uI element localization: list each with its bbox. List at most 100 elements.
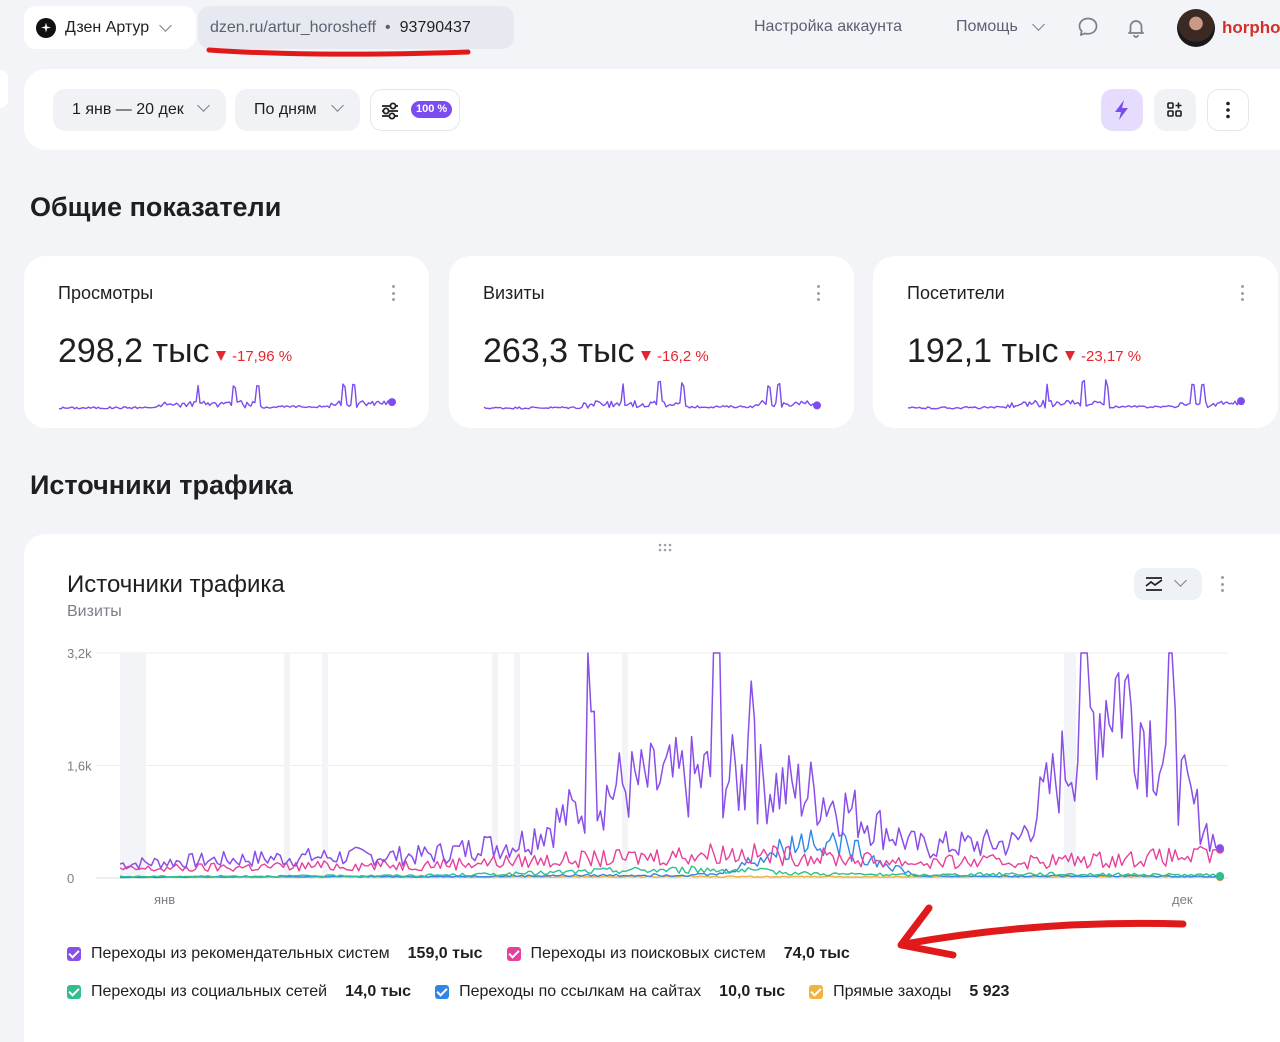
channel-id: 93790437 bbox=[399, 18, 471, 36]
sparkline-end-point bbox=[1237, 397, 1245, 406]
sampling-settings-button[interactable]: 100 % bbox=[370, 89, 460, 131]
sparkline bbox=[483, 380, 821, 410]
weekend-band bbox=[284, 653, 290, 878]
account-switcher[interactable]: Дзен Артур bbox=[24, 6, 196, 49]
channel-url[interactable]: dzen.ru/artur_horosheff bbox=[210, 18, 377, 36]
legend-label: Переходы из поисковых систем bbox=[530, 945, 766, 962]
metric-title: Визиты bbox=[483, 283, 545, 303]
y-tick-label: 3,2k bbox=[67, 646, 92, 661]
x-tick-label: дек bbox=[1172, 892, 1193, 907]
red-arrow-annotation bbox=[897, 904, 1187, 959]
legend-item-social[interactable]: Переходы из социальных сетей 14,0 тыс bbox=[67, 983, 411, 1001]
sparkline-path bbox=[58, 383, 391, 410]
legend-value: 159,0 тыс bbox=[407, 945, 483, 962]
boost-button[interactable] bbox=[1101, 89, 1143, 131]
weekend-band bbox=[622, 653, 628, 878]
chevron-down-icon bbox=[159, 18, 173, 32]
series-line bbox=[119, 829, 1217, 879]
red-underline-annotation bbox=[206, 47, 471, 57]
metric-delta: -17,96 % bbox=[216, 348, 292, 365]
metric-delta: -23,17 % bbox=[1065, 348, 1141, 365]
card-menu-icon[interactable] bbox=[392, 285, 396, 303]
checkbox-icon[interactable] bbox=[435, 985, 450, 999]
chart-type-icon bbox=[1145, 577, 1163, 591]
chart-menu-icon[interactable] bbox=[1221, 576, 1225, 594]
legend-value: 10,0 тыс bbox=[719, 983, 786, 1000]
weekend-band bbox=[322, 653, 328, 878]
card-menu-icon[interactable] bbox=[1241, 285, 1245, 303]
chart-subtitle: Визиты bbox=[67, 603, 122, 620]
help-menu[interactable]: Помощь bbox=[956, 18, 1018, 35]
checkbox-icon[interactable] bbox=[809, 985, 824, 999]
dzen-logo-icon bbox=[36, 17, 56, 38]
top-bar: Дзен Артур dzen.ru/artur_horosheff • 937… bbox=[0, 0, 1280, 57]
series-end-point bbox=[1216, 871, 1224, 880]
card-menu-icon[interactable] bbox=[817, 285, 821, 303]
legend-item-recommendations[interactable]: Переходы из рекомендательных систем 159,… bbox=[67, 945, 483, 963]
traffic-line-chart: 3,2k 1,6k 0 янв дек bbox=[67, 646, 1228, 907]
chart-title: Источники трафика bbox=[67, 571, 285, 598]
legend-value: 14,0 тыс bbox=[345, 983, 412, 1000]
legend-label: Прямые заходы bbox=[833, 983, 952, 1000]
legend-label: Переходы по ссылкам на сайтах bbox=[459, 983, 702, 1000]
account-name: Дзен Артур bbox=[65, 18, 150, 36]
metric-card-views: Просмотры 298,2 тыс -17,96 % bbox=[24, 256, 429, 428]
sparkline-path bbox=[907, 379, 1240, 410]
legend-item-links[interactable]: Переходы по ссылкам на сайтах 10,0 тыс bbox=[435, 983, 785, 1001]
user-name[interactable]: horpho bbox=[1222, 18, 1280, 37]
chart-view-mode-button[interactable] bbox=[1134, 568, 1202, 600]
sampling-badge: 100 % bbox=[411, 101, 453, 118]
date-range-label: 1 янв — 20 дек bbox=[72, 101, 184, 118]
legend-item-direct[interactable]: Прямые заходы 5 923 bbox=[809, 983, 1009, 1001]
widgets-button[interactable] bbox=[1154, 89, 1196, 131]
avatar[interactable] bbox=[1177, 9, 1215, 47]
drag-handle-icon[interactable] bbox=[658, 543, 672, 553]
legend-item-search[interactable]: Переходы из поисковых систем 74,0 тыс bbox=[506, 945, 850, 963]
more-options-button[interactable] bbox=[1207, 89, 1249, 131]
lightning-icon bbox=[1115, 100, 1128, 120]
metric-delta: -16,2 % bbox=[641, 348, 709, 365]
bell-icon[interactable] bbox=[1124, 15, 1148, 39]
chart-legend-row-2: Переходы из социальных сетей 14,0 тыс Пе… bbox=[67, 983, 1033, 1001]
weekend-band bbox=[120, 653, 146, 878]
sidebar-tab[interactable] bbox=[0, 70, 8, 108]
legend-value: 74,0 тыс bbox=[783, 945, 850, 962]
series-line bbox=[119, 843, 1217, 872]
sparkline-end-point bbox=[388, 398, 396, 407]
metric-delta-value: -16,2 % bbox=[657, 348, 709, 365]
down-triangle-icon bbox=[1065, 351, 1075, 361]
sparkline bbox=[907, 379, 1245, 410]
legend-value: 5 923 bbox=[969, 983, 1010, 1000]
account-settings-link[interactable]: Настройка аккаунта bbox=[754, 18, 903, 35]
chevron-down-icon[interactable] bbox=[1032, 18, 1045, 31]
checkbox-icon[interactable] bbox=[67, 947, 81, 961]
checkbox-icon[interactable] bbox=[67, 985, 81, 999]
date-range-selector[interactable]: 1 янв — 20 дек bbox=[53, 89, 226, 131]
sparkline-end-point bbox=[813, 401, 821, 410]
metric-delta-value: -17,96 % bbox=[232, 348, 293, 365]
chevron-down-icon bbox=[197, 99, 210, 112]
down-triangle-icon bbox=[641, 351, 651, 361]
down-triangle-icon bbox=[216, 351, 226, 361]
overview-heading: Общие показатели bbox=[30, 192, 282, 222]
channel-url-pill[interactable]: dzen.ru/artur_horosheff • 93790437 bbox=[198, 6, 514, 49]
metric-value: 298,2 тыс bbox=[58, 332, 210, 370]
chevron-down-icon bbox=[331, 99, 344, 112]
x-tick-label: янв bbox=[154, 892, 175, 907]
weekend-band bbox=[514, 653, 520, 878]
chat-icon[interactable] bbox=[1076, 15, 1100, 39]
granularity-label: По дням bbox=[254, 101, 317, 118]
metric-value: 263,3 тыс bbox=[483, 332, 635, 370]
sparkline bbox=[58, 383, 396, 410]
more-vertical-icon bbox=[1226, 101, 1230, 119]
checkbox-icon[interactable] bbox=[506, 947, 521, 961]
weekend-band bbox=[1064, 653, 1076, 878]
series-line bbox=[119, 652, 1217, 870]
add-widget-icon bbox=[1167, 102, 1182, 117]
traffic-heading: Источники трафика bbox=[30, 470, 293, 500]
series-end-point bbox=[1216, 844, 1224, 853]
granularity-selector[interactable]: По дням bbox=[235, 89, 360, 131]
metric-card-visits: Визиты 263,3 тыс -16,2 % bbox=[449, 256, 854, 428]
weekend-band bbox=[492, 653, 498, 878]
sliders-icon bbox=[382, 102, 398, 120]
